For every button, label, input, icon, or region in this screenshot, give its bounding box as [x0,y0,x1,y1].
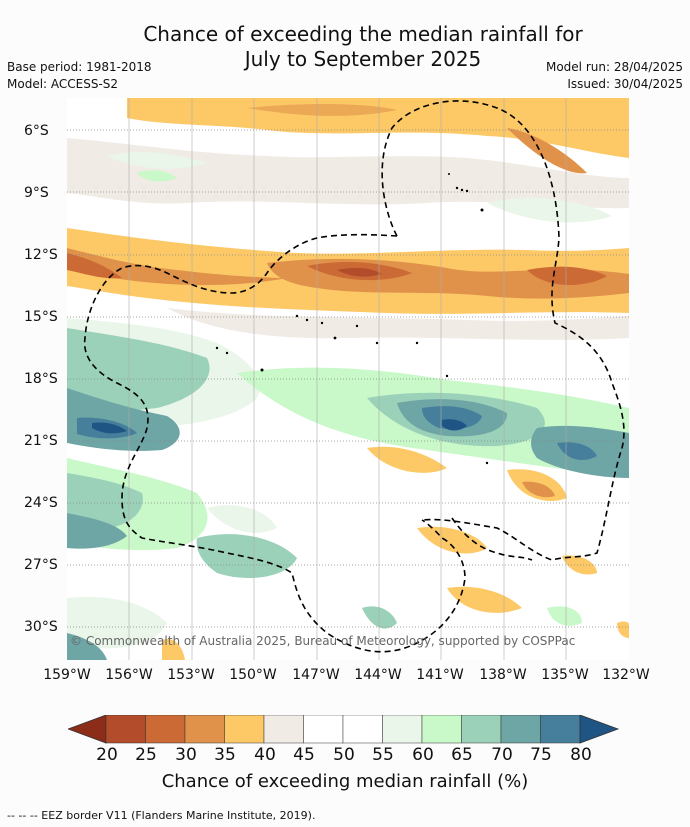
colorbar-cell [184,715,225,744]
colorbar-tick: 45 [293,745,315,765]
anomaly-region [487,197,612,223]
lat-label: 30°S [24,619,58,635]
anomaly-region [67,253,122,279]
colorbar-tick: 80 [570,745,592,765]
map-svg [67,98,629,660]
anomaly-region [67,513,127,549]
colorbar-cell [68,715,107,744]
colorbar-tick: 65 [451,745,473,765]
rainfall-map [67,98,629,660]
lon-label: 159°W [43,667,91,683]
colorbar-cell [579,715,620,744]
colorbar-cell [500,715,541,744]
lat-label: 9°S [24,185,49,201]
lon-label: 132°W [602,667,650,683]
anomaly-region [196,534,297,578]
lon-label: 138°W [479,667,527,683]
lon-label: 144°W [354,667,402,683]
eez-border [83,100,625,653]
base-period: Base period: 1981-2018 [7,60,152,74]
colorbar-tick: 35 [214,745,236,765]
colorbar-cell [145,715,186,744]
model-run: Model run: 28/04/2025 [545,60,683,74]
anomaly-region [507,128,587,174]
colorbar-cell [382,715,423,744]
lon-label: 150°W [229,667,277,683]
meta-right: Model run: 28/04/2025 Issued: 30/04/2025 [546,59,683,93]
colorbar-cell [105,715,146,744]
lon-label: 156°W [105,667,153,683]
anomaly-region [67,248,287,286]
colorbar-tick: 60 [412,745,434,765]
colorbar [68,715,620,744]
colorbar-tick: 40 [254,745,276,765]
meta-left: Base period: 1981-2018 Model: ACCESS-S2 [7,59,152,93]
lon-label: 153°W [167,667,215,683]
lon-label: 147°W [292,667,340,683]
colorbar-tick: 55 [372,745,394,765]
anomaly-region [547,606,582,626]
anomaly-region [422,406,482,430]
anomaly-region [107,152,207,169]
title-line-1: Chance of exceeding the median rainfall … [143,22,583,46]
colorbar-cell [421,715,462,744]
lat-label: 24°S [24,495,58,511]
lat-label: 12°S [24,247,58,263]
anomaly-region [337,267,382,277]
anomaly-region [527,266,607,286]
anomaly-region [442,419,467,431]
anomaly-region [247,104,397,116]
colorbar-tick: 20 [96,745,118,765]
anomaly-region [207,505,277,533]
meridians [128,98,567,660]
lon-label: 135°W [541,667,589,683]
anomaly-region [367,446,447,473]
model-name: Model: ACCESS-S2 [7,77,119,91]
title-line-2: July to September 2025 [244,47,482,71]
anomaly-region [127,98,629,158]
anomaly-region [67,328,210,411]
anomaly-region [167,308,629,340]
islands [215,173,489,465]
issued-date: Issued: 30/04/2025 [567,77,683,91]
anomaly-region [67,596,167,649]
lat-label: 27°S [24,557,58,573]
colorbar-title: Chance of exceeding median rainfall (%) [161,771,529,792]
anomaly-region [362,606,397,629]
anomaly-region [617,621,629,638]
colorbar-tick: 25 [135,745,157,765]
lon-label: 141°W [416,667,464,683]
copyright-notice: © Commonwealth of Australia 2025, Bureau… [70,634,576,648]
anomaly-region [162,638,185,660]
lat-label: 18°S [24,371,58,387]
colorbar-tick: 75 [530,745,552,765]
anomaly-region [562,555,597,575]
colorbar-cell [263,715,304,744]
anomaly-region [92,422,127,434]
anomaly-region [67,633,107,660]
lat-label: 21°S [24,433,58,449]
colorbar-cell [303,715,344,744]
colorbar-cell [461,715,502,744]
lat-label: 6°S [24,123,49,139]
map-title: Chance of exceeding the median rainfall … [0,22,690,72]
colorbar-cell [342,715,383,744]
anomaly-region [522,481,555,498]
anomaly-region [447,586,522,613]
anomaly-region [137,170,177,182]
graticule [67,129,629,628]
colorbar-tick: 50 [333,745,355,765]
colorbar-cell [224,715,265,744]
anomaly-region [67,138,629,209]
eez-footnote: -- -- -- EEZ border V11 (Flanders Marine… [7,809,316,822]
colorbar-tick: 70 [491,745,513,765]
colorbar-cell [540,715,581,744]
colorbar-tick: 30 [175,745,197,765]
anomaly-region [417,526,487,554]
anomaly-region [557,442,597,460]
lat-label: 15°S [24,309,58,325]
